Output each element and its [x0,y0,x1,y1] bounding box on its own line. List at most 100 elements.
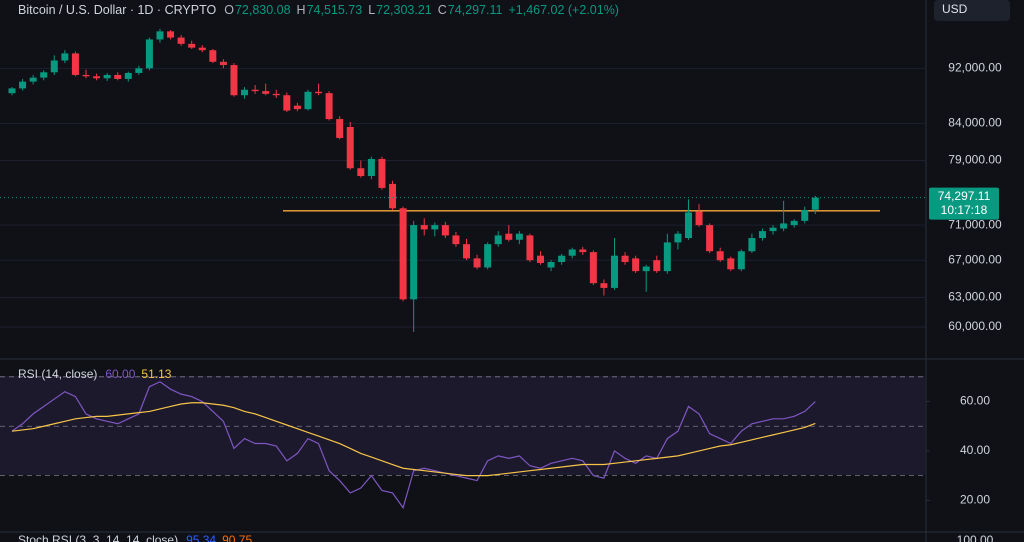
pane-value: 51.13 [141,367,171,381]
candle-body [230,65,238,96]
candle-body [135,68,143,73]
ohlc-value: 74,297.11 [447,3,503,17]
candle-body [758,231,766,239]
candle-body [19,81,27,89]
candle-body [420,225,428,230]
candle-body [293,105,301,110]
candle-body [40,72,48,78]
candle-body [558,255,566,263]
candle-body [653,260,661,272]
candle-body [315,91,323,94]
candle-body [463,244,471,259]
candle-body [283,95,291,111]
ohlc-label: C [437,3,447,17]
candle-body [441,225,449,236]
candle-body [50,60,58,73]
pane-value: 95.34 [186,533,216,542]
pane-title: Stoch RSI (3, 3, 14, 14, close) [18,533,178,542]
candle-body [473,258,481,268]
candle-body [410,225,418,300]
ohlc-label: O [224,3,234,17]
candle-body [145,39,153,69]
candle-body [484,244,492,268]
candle-body [706,225,714,252]
candle-body [177,37,185,44]
candle-body [547,262,555,268]
candle-body [325,93,333,120]
candle-body [589,252,597,284]
candle-body [610,255,618,288]
candle-body [219,61,227,66]
candle-body [378,158,386,188]
candle-body [156,31,164,40]
candle-body [167,31,175,38]
candle-body [600,283,608,288]
candle-body [188,43,196,48]
candle-body [29,77,37,82]
candle-body [8,88,16,94]
candle-body [262,91,270,94]
candle-body [452,235,460,245]
last-price-box [929,187,999,220]
change-value: +1,467.02 (+2.01%) [508,3,619,17]
ohlc-label: H [296,3,306,17]
candle-body [642,266,650,272]
pane-title: RSI (14, close) [18,367,97,381]
candle-body [663,242,671,272]
ohlc-value: 72,830.08 [234,3,291,17]
pane-value: 90.75 [222,533,252,542]
y-tick-label: 60,000.00 [948,319,1002,333]
candle-body [674,233,682,243]
rsi-band [0,376,925,475]
countdown-label: 10:17:18 [941,203,988,217]
candle-body [304,91,312,110]
candle-body [780,223,788,229]
y-tick-label: 40.00 [960,443,990,457]
candle-body [103,74,111,79]
candle-body [399,208,407,300]
candle-body [716,251,724,261]
candle-body [526,235,534,261]
candle-body [568,249,576,256]
last-price-label: 74,297.11 [938,189,991,203]
candle-body [389,183,397,209]
candle-body [241,89,249,96]
y-tick-label: 67,000.00 [948,252,1002,266]
ohlc-label: L [368,3,376,17]
candle-body [114,74,122,79]
candle-body [515,233,523,240]
candle-body [505,233,513,240]
currency-button[interactable]: USD [934,0,1010,21]
y-tick-label: 71,000.00 [948,217,1002,231]
candle-body [769,227,777,232]
candle-body [684,212,692,239]
candle-body [272,93,280,96]
pane-value: 60.00 [105,367,135,381]
candle-body [357,168,365,177]
candle-body [209,50,217,62]
ohlc-value: 72,303.21 [376,3,432,17]
candle-body [727,258,735,270]
symbol-title: Bitcoin / U.S. Dollar · 1D · CRYPTO [18,3,217,17]
candle-body [251,89,259,92]
candle-body [695,211,703,226]
rsi-line [11,402,816,477]
candle-body [431,225,439,230]
candle-body [198,47,206,51]
candle-body [579,249,587,253]
candle-body [494,235,502,245]
y-tick-label: 100.00 [957,533,994,542]
candle-body [336,119,344,138]
candle-body [801,209,809,221]
y-tick-label: 63,000.00 [948,290,1002,304]
candle-body [537,255,544,263]
y-tick-label: 20.00 [960,493,990,507]
candle-body [124,72,132,79]
rsi-line [11,381,816,510]
ohlc-value: 74,515.73 [306,3,363,17]
candle-body [71,53,79,75]
y-tick-label: 79,000.00 [948,153,1002,167]
candle-body [93,76,101,79]
candle-body [737,251,745,270]
